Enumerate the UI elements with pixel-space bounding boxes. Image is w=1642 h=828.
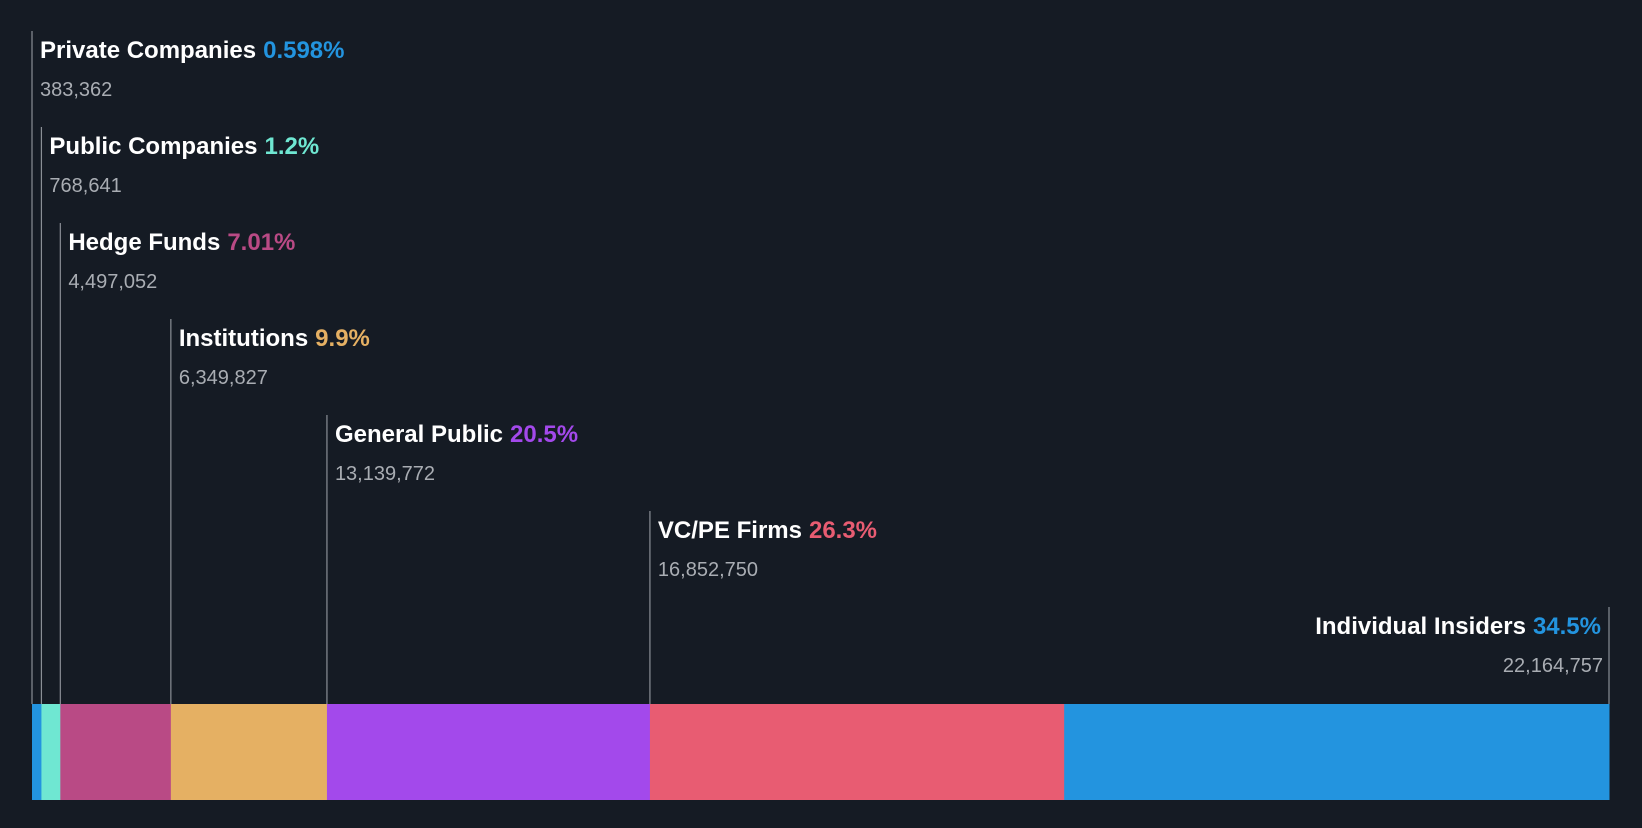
bar-segment-private-companies <box>32 704 42 800</box>
bar-segment-individual-insiders <box>1064 704 1610 800</box>
bar-segment-hedge-funds <box>60 704 172 800</box>
category-name: VC/PE Firms <box>658 517 802 544</box>
bar-segment-general-public <box>326 704 651 800</box>
bar-segment-institutions <box>170 704 328 800</box>
segment-value-vc-pe-firms: 16,852,750 <box>658 559 758 581</box>
segment-label-private-companies: Private Companies 0.598% <box>40 37 345 64</box>
category-name: Public Companies <box>49 133 257 160</box>
category-name: Individual Insiders <box>1315 613 1526 640</box>
segment-label-vc-pe-firms: VC/PE Firms 26.3% <box>658 517 877 544</box>
category-name: Institutions <box>179 325 308 352</box>
category-percent: 26.3% <box>809 517 877 544</box>
category-percent: 1.2% <box>264 133 319 160</box>
bar-segment-vc-pe-firms <box>649 704 1065 800</box>
segment-value-public-companies: 768,641 <box>49 175 121 197</box>
segment-label-general-public: General Public 20.5% <box>335 421 578 448</box>
category-name: Private Companies <box>40 37 256 64</box>
segment-label-public-companies: Public Companies 1.2% <box>49 133 319 160</box>
segment-value-general-public: 13,139,772 <box>335 463 435 485</box>
category-percent: 0.598% <box>263 37 344 64</box>
segment-value-private-companies: 383,362 <box>40 79 112 101</box>
category-percent: 20.5% <box>510 421 578 448</box>
category-percent: 9.9% <box>315 325 370 352</box>
bar-segment-public-companies <box>41 704 61 800</box>
segment-value-individual-insiders: 22,164,757 <box>1503 655 1603 677</box>
segment-value-institutions: 6,349,827 <box>179 367 268 389</box>
category-percent: 7.01% <box>227 229 295 256</box>
segment-label-individual-insiders: Individual Insiders 34.5% <box>1315 613 1601 640</box>
segment-value-hedge-funds: 4,497,052 <box>68 271 157 293</box>
segment-label-hedge-funds: Hedge Funds 7.01% <box>68 229 295 256</box>
category-percent: 34.5% <box>1533 613 1601 640</box>
segment-label-institutions: Institutions 9.9% <box>179 325 370 352</box>
segment-labels: Private Companies 0.598% 383,362 Public Com… <box>40 37 1603 677</box>
leader-lines <box>31 31 1610 704</box>
category-name: General Public <box>335 421 503 448</box>
stacked-bar <box>32 704 1610 800</box>
category-name: Hedge Funds <box>68 229 220 256</box>
